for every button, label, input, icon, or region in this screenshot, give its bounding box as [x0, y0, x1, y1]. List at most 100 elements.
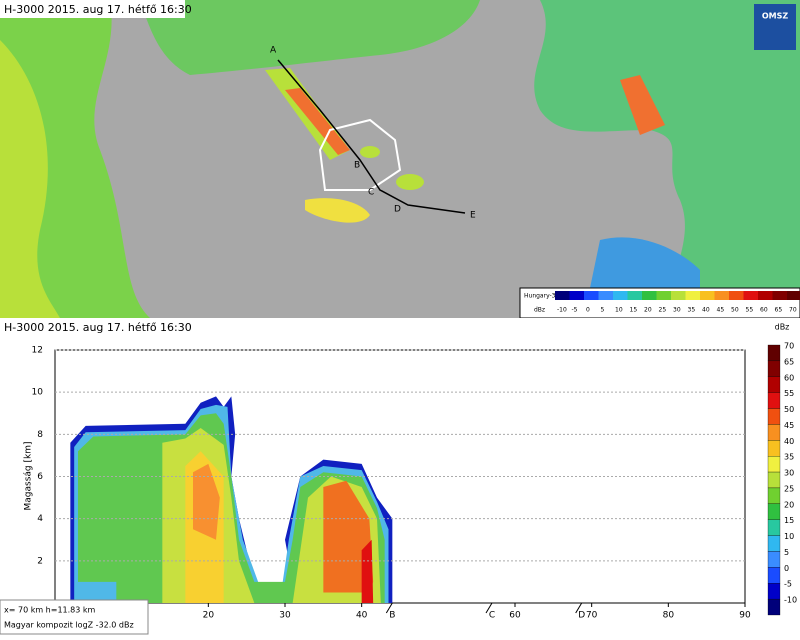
section-header: H-3000 2015. aug 17. hétfő 16:30 — [4, 321, 192, 334]
y-tick-label: 12 — [32, 346, 43, 356]
colorbar-swatch — [767, 376, 781, 393]
legend-tick: 10 — [615, 307, 623, 314]
y-tick-label: 2 — [37, 556, 43, 566]
legend-tick: -10 — [557, 307, 567, 314]
colorbar-swatch — [767, 392, 781, 409]
section-line — [277, 59, 466, 214]
legend-tick: 5 — [601, 307, 605, 314]
colorbar-tick: 0 — [784, 564, 789, 573]
colorbar-tick: 15 — [784, 516, 794, 525]
reflectivity-area — [193, 463, 220, 540]
radar-area — [590, 237, 700, 288]
legend-tick: 65 — [775, 307, 783, 314]
radar-area — [140, 0, 480, 75]
point-label: C — [368, 188, 374, 198]
radar-area — [0, 40, 60, 318]
legend-swatch — [613, 291, 628, 300]
legend-swatch — [743, 291, 758, 300]
colorbar-swatch — [767, 344, 781, 362]
colorbar-tick: -5 — [784, 580, 792, 589]
colorbar-tick: 50 — [784, 405, 794, 414]
y-tick-label: 8 — [37, 430, 43, 440]
legend-tick: 40 — [702, 307, 710, 314]
colorbar-swatch — [767, 519, 781, 536]
colorbar-tick: 10 — [784, 532, 794, 541]
x-tick-label: 40 — [356, 611, 368, 621]
radar-cell — [305, 198, 370, 223]
legend-swatch — [758, 291, 773, 300]
point-label: B — [354, 161, 360, 171]
legend-swatch — [729, 291, 744, 300]
readout: x= 70 km h=11.83 km Magyar kompozit logZ… — [0, 599, 149, 635]
colorbar-tick: 30 — [784, 469, 794, 478]
colorbar-swatch — [767, 598, 781, 616]
header-bg — [0, 0, 185, 18]
legend-swatch — [555, 291, 570, 300]
legend-tick: 55 — [746, 307, 754, 314]
radar-cell — [620, 75, 665, 135]
colorbar-swatch — [767, 440, 781, 457]
readout-box — [0, 599, 149, 635]
plot-area: 2 4 6 8 10 12 20 30 40 60 70 80 90 B C D — [32, 346, 751, 621]
colorbar-tick: 25 — [784, 484, 794, 493]
legend-swatch — [656, 291, 671, 300]
legend-unit: dBz — [534, 307, 545, 314]
logo-text: OMSZ — [762, 12, 789, 21]
waypoint-label: B — [389, 611, 395, 621]
legend-swatch — [642, 291, 657, 300]
map-legend: Hungary-3D dBz -10 -5 0 5 10 15 20 25 30 35 40 45 50… — [519, 287, 800, 319]
legend-tick: 60 — [760, 307, 768, 314]
legend-swatch — [714, 291, 729, 300]
waypoint-mark — [385, 602, 393, 614]
colorbar-tick: 40 — [784, 437, 794, 446]
legend-swatch — [685, 291, 700, 300]
colorbar-swatch — [767, 551, 781, 568]
y-tick-label: 4 — [37, 514, 43, 524]
colorbar-swatch — [767, 424, 781, 441]
colorbar-swatch — [767, 408, 781, 425]
colorbar-tick: 45 — [784, 421, 794, 430]
legend-swatch — [700, 291, 715, 300]
legend-swatch — [569, 291, 584, 300]
waypoint-mark — [575, 602, 583, 614]
legend-swatch — [772, 291, 787, 300]
x-tick-label: 20 — [203, 611, 215, 621]
legend-tick: 70 — [789, 307, 797, 314]
legend-tick: 50 — [731, 307, 739, 314]
colorbar-unit: dBz — [775, 323, 790, 332]
city-border — [318, 118, 402, 191]
colorbar-swatch — [767, 360, 781, 377]
x-tick-label: 80 — [663, 611, 675, 621]
legend-tick: -5 — [572, 307, 578, 314]
map-header: H-3000 2015. aug 17. hétfő 16:30 — [4, 3, 192, 16]
radar-cell — [396, 174, 424, 190]
colorbar-swatch — [767, 583, 781, 600]
point-label: A — [270, 46, 277, 56]
legend-swatch — [584, 291, 599, 300]
y-tick-label: 6 — [37, 472, 43, 482]
map-panel: A B C D E H-3000 2015. aug 17. hétfő 16:… — [0, 0, 800, 319]
x-tick-label: 30 — [279, 611, 291, 621]
colorbar-tick: 55 — [784, 389, 794, 398]
radar-cell — [285, 88, 350, 155]
reflectivity-area — [323, 480, 374, 593]
radar-area — [534, 0, 800, 318]
x-tick-label: 60 — [509, 611, 521, 621]
y-axis-label: Magasság [km] — [24, 442, 34, 511]
legend-swatch — [627, 291, 642, 300]
legend-title: Hungary-3D — [524, 293, 560, 300]
reflectivity-area — [361, 539, 374, 603]
y-tick-label: 10 — [32, 388, 44, 398]
legend-tick: 45 — [717, 307, 725, 314]
legend-tick: 0 — [586, 307, 590, 314]
colorbar-swatch — [767, 471, 781, 489]
legend-swatch — [671, 291, 686, 300]
colorbar-swatch — [767, 535, 781, 552]
colorbar-tick: 5 — [784, 548, 789, 557]
legend-swatch — [787, 291, 800, 300]
legend-tick: 25 — [659, 307, 667, 314]
legend-tick: 20 — [644, 307, 652, 314]
x-tick-label: 70 — [586, 611, 598, 621]
